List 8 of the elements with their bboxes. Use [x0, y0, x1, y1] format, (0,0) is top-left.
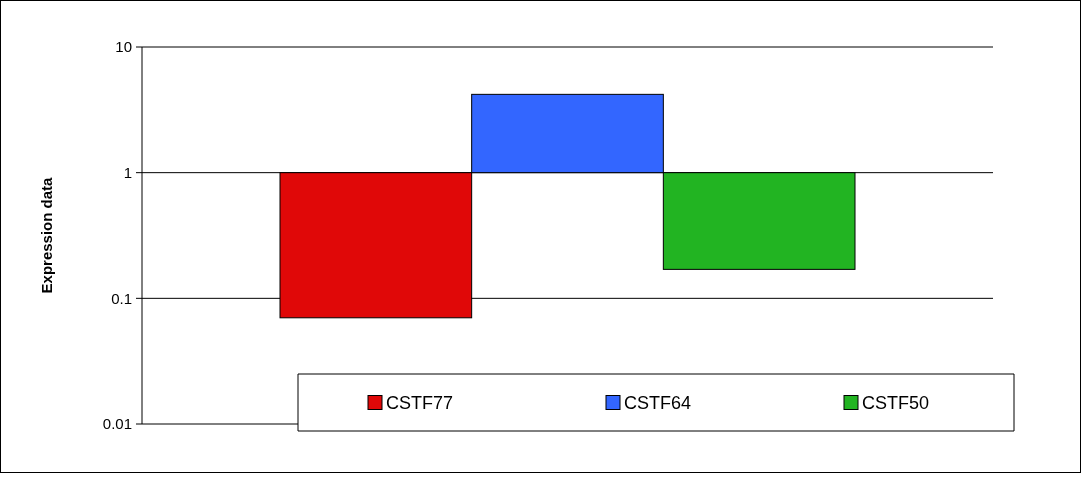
y-axis-title: Expression data — [38, 176, 55, 294]
legend-label: CSTF77 — [386, 392, 454, 413]
y-tick-label: 0.1 — [111, 289, 132, 307]
legend-label: CSTF64 — [624, 392, 692, 413]
y-tick-label: 1 — [123, 163, 132, 181]
y-tick-label: 0.01 — [102, 415, 132, 433]
y-tick-label: 10 — [115, 38, 132, 56]
legend-label: CSTF50 — [862, 392, 930, 413]
